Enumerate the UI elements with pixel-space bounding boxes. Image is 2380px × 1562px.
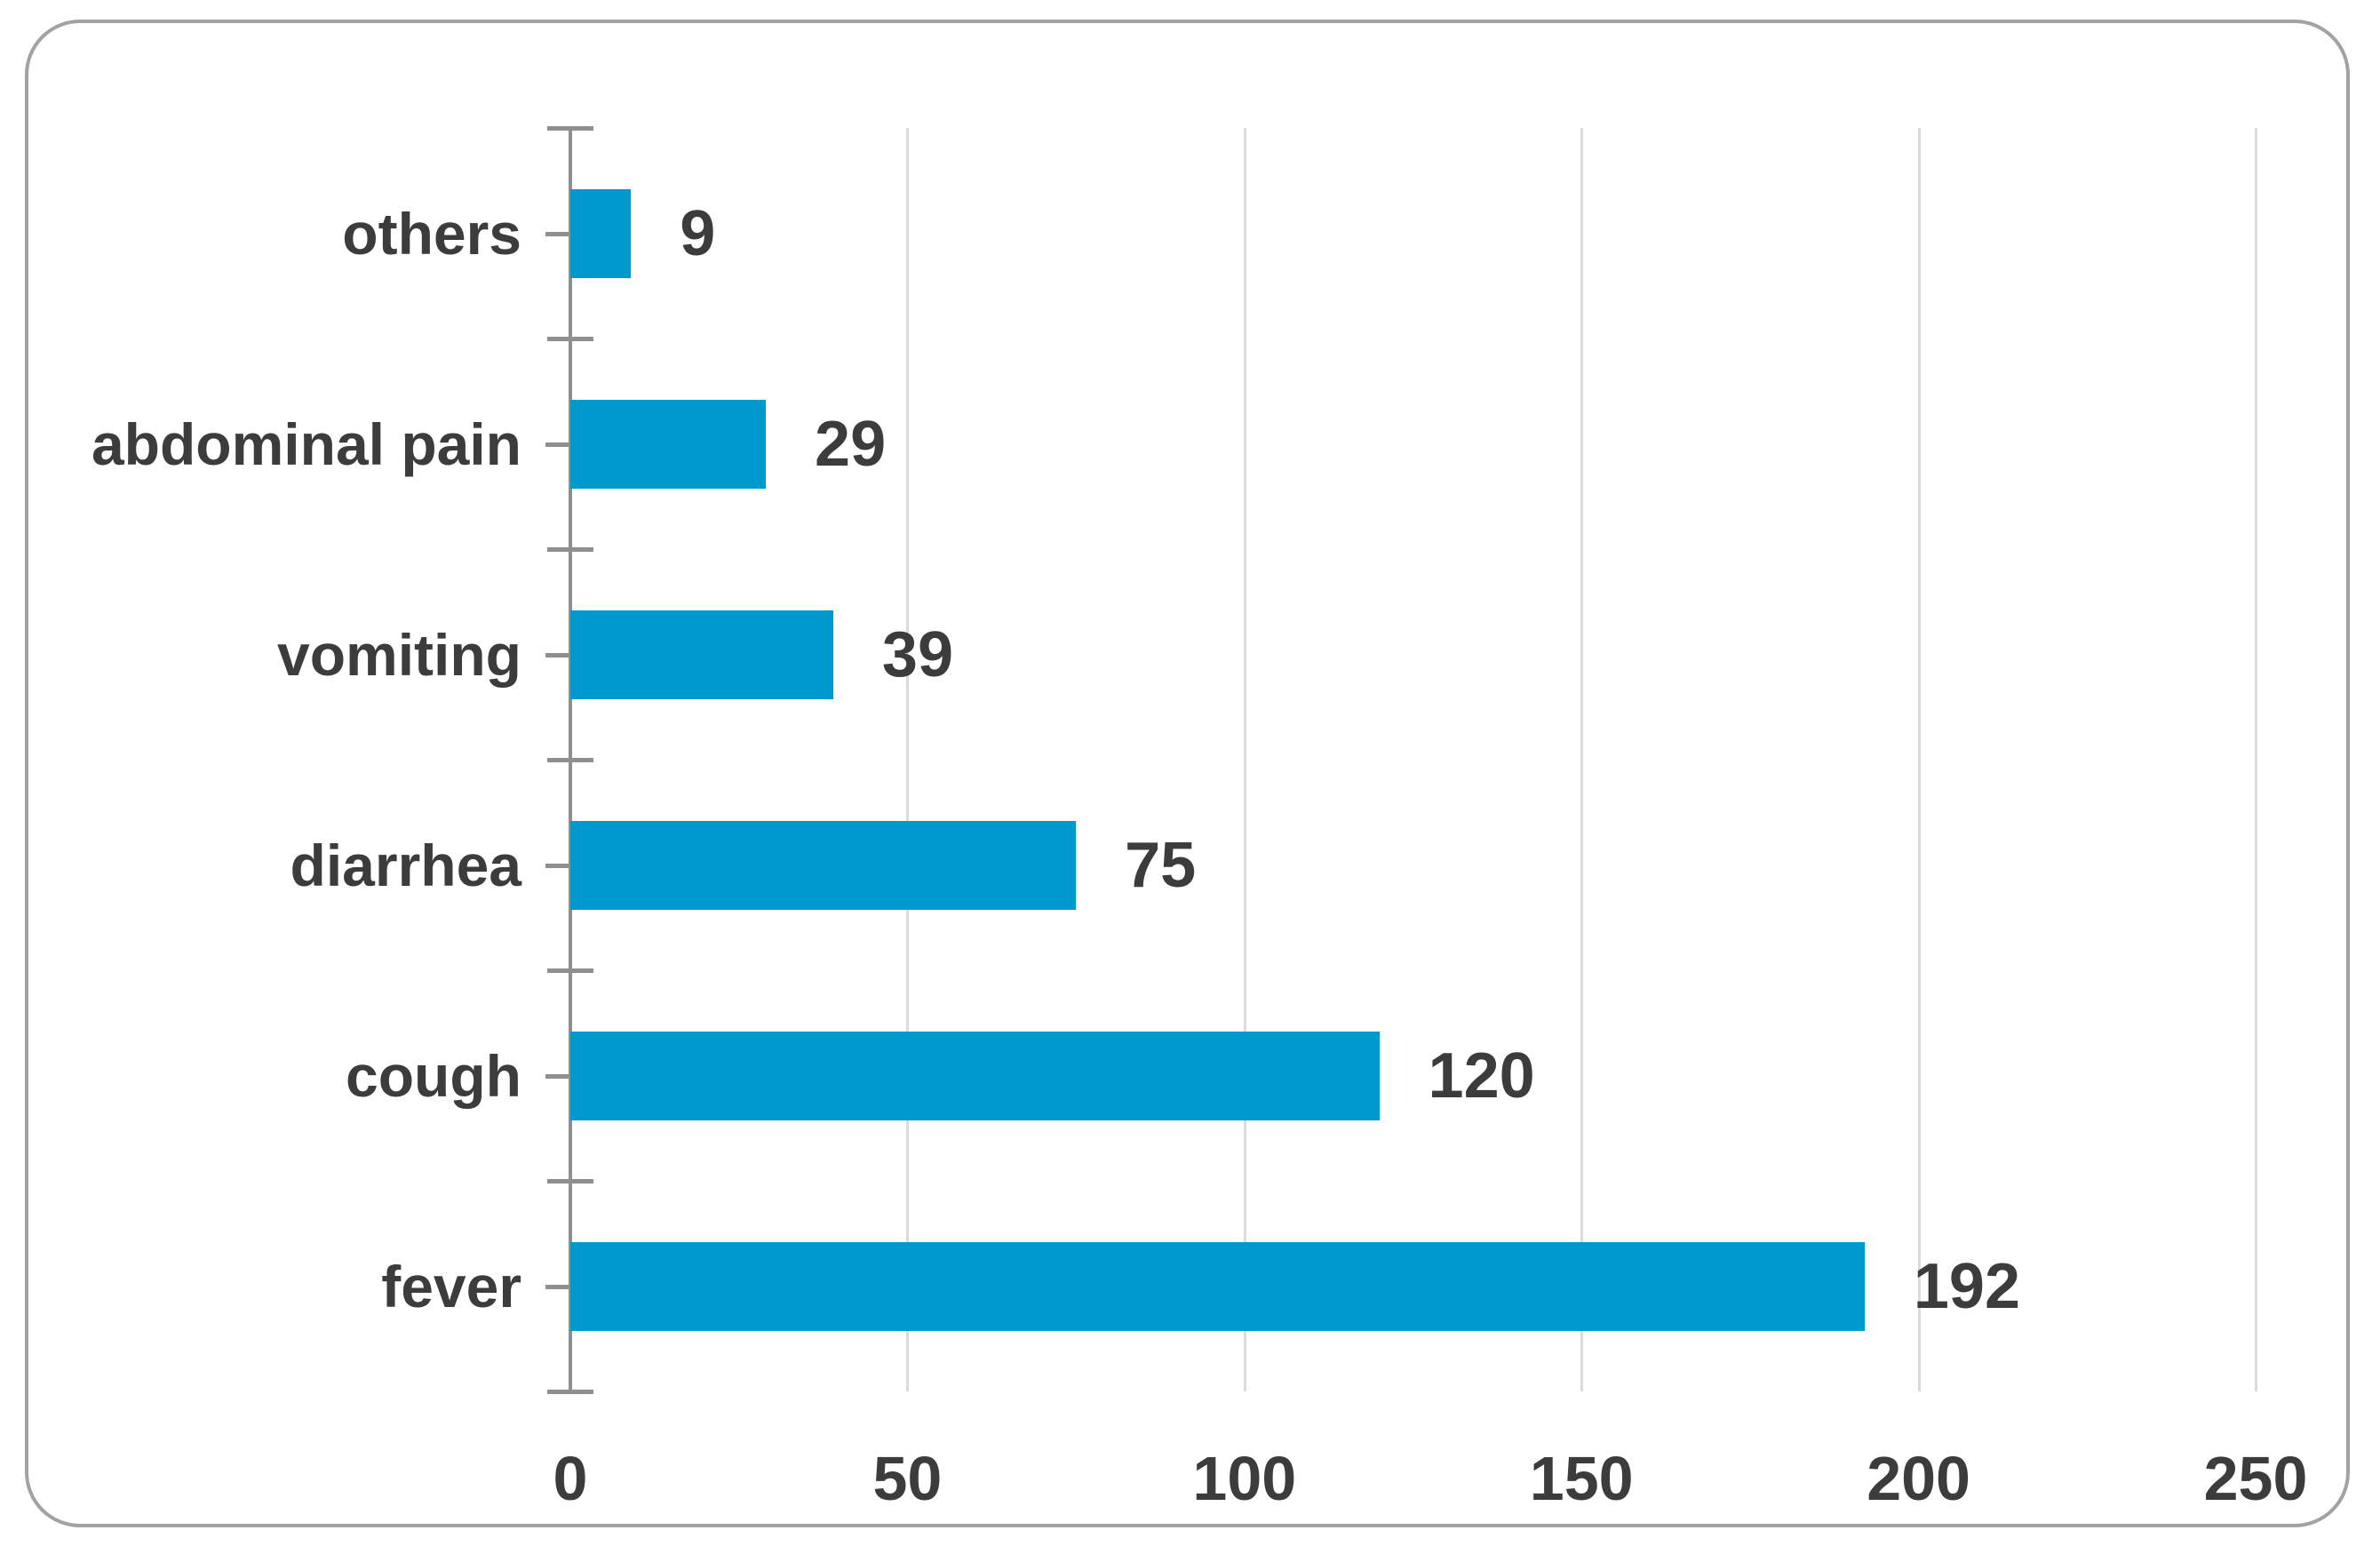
axis-tick-major: [547, 126, 593, 131]
gridline-150: [1580, 128, 1584, 1391]
gridline-250: [2255, 128, 2257, 1391]
value-label-abdominal-pain: 29: [815, 408, 887, 480]
axis-tick-minor: [545, 1073, 578, 1079]
value-label-cough: 120: [1428, 1040, 1535, 1112]
bar-vomiting: [570, 610, 833, 699]
bar-others: [570, 188, 632, 278]
axis-tick-major: [547, 968, 593, 973]
axis-tick-major: [547, 1390, 593, 1394]
category-label-cough: cough: [346, 1042, 521, 1109]
bar-cough: [570, 1031, 1380, 1120]
value-label-others: 9: [680, 197, 716, 269]
value-label-fever: 192: [1913, 1250, 2021, 1322]
axis-tick-major: [547, 547, 593, 552]
gridline-50: [906, 128, 910, 1391]
bar-diarrhea: [570, 820, 1077, 910]
category-axis-labels: others abdominal pain vomiting diarrhea coug…: [64, 128, 521, 1391]
axis-tick-major: [547, 337, 593, 341]
value-label-diarrhea: 75: [1125, 829, 1197, 901]
axis-tick-minor: [545, 1284, 578, 1289]
category-label-others: others: [342, 200, 521, 267]
value-label-vomiting: 39: [881, 618, 954, 690]
x-tick-label-150: 150: [1529, 1444, 1634, 1513]
axis-tick-major: [547, 1179, 593, 1183]
x-tick-label-200: 200: [1867, 1444, 1970, 1513]
x-tick-label-100: 100: [1192, 1444, 1297, 1513]
axis-tick-minor: [545, 652, 578, 657]
bar-abdominal-pain: [570, 399, 767, 489]
axis-tick-major: [547, 758, 593, 762]
axis-tick-minor: [545, 863, 578, 868]
axis-tick-minor: [545, 231, 578, 236]
category-label-abdominal-pain: abdominal pain: [91, 410, 521, 477]
gridline-100: [1243, 128, 1246, 1391]
x-tick-label-50: 50: [872, 1444, 943, 1513]
bar-fever: [570, 1241, 1865, 1331]
chart-card: 9 29 39 75 120 192 others abdominal pain vomiti…: [25, 20, 2350, 1527]
axis-tick-minor: [545, 442, 578, 447]
category-label-fever: fever: [381, 1253, 521, 1319]
gridline-200: [1917, 128, 1921, 1391]
value-axis-labels: 0 50 100 150 200 250: [553, 1443, 2308, 1523]
plot-area: 9 29 39 75 120 192: [545, 126, 2257, 1394]
category-label-diarrhea: diarrhea: [290, 832, 521, 898]
x-tick-label-250: 250: [2203, 1444, 2308, 1513]
category-label-vomiting: vomiting: [277, 621, 521, 688]
x-tick-label-0: 0: [553, 1444, 588, 1513]
